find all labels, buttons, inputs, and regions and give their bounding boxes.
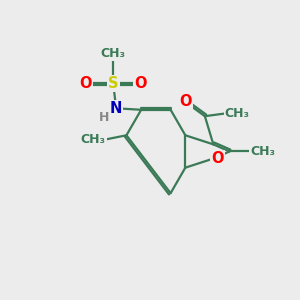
- Text: H: H: [99, 111, 110, 124]
- Text: O: O: [80, 76, 92, 91]
- Text: N: N: [110, 101, 122, 116]
- Text: O: O: [212, 151, 224, 166]
- Text: O: O: [134, 76, 147, 91]
- Text: CH₃: CH₃: [101, 47, 126, 60]
- Text: CH₃: CH₃: [81, 133, 106, 146]
- Text: CH₃: CH₃: [250, 145, 275, 158]
- Text: O: O: [179, 94, 192, 109]
- Text: CH₃: CH₃: [225, 107, 250, 120]
- Text: S: S: [108, 76, 119, 91]
